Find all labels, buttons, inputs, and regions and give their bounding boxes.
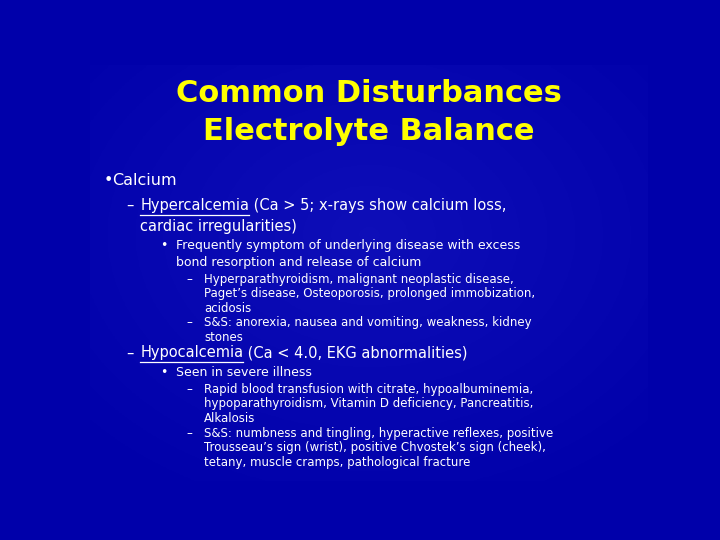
Text: stones: stones <box>204 331 243 344</box>
Text: –: – <box>186 273 192 286</box>
Text: Paget’s disease, Osteoporosis, prolonged immobization,: Paget’s disease, Osteoporosis, prolonged… <box>204 287 536 300</box>
Text: Hypocalcemia: Hypocalcemia <box>140 346 243 361</box>
Text: Common Disturbances: Common Disturbances <box>176 79 562 109</box>
Text: (Ca < 4.0, EKG abnormalities): (Ca < 4.0, EKG abnormalities) <box>243 346 468 361</box>
Text: tetany, muscle cramps, pathological fracture: tetany, muscle cramps, pathological frac… <box>204 456 471 469</box>
Text: bond resorption and release of calcium: bond resorption and release of calcium <box>176 256 422 269</box>
Text: Electrolyte Balance: Electrolyte Balance <box>203 117 535 146</box>
Text: –: – <box>126 198 134 213</box>
Text: Hyperparathyroidism, malignant neoplastic disease,: Hyperparathyroidism, malignant neoplasti… <box>204 273 514 286</box>
Text: –: – <box>186 383 192 396</box>
Text: S&S: numbness and tingling, hyperactive reflexes, positive: S&S: numbness and tingling, hyperactive … <box>204 427 554 440</box>
Text: Rapid blood transfusion with citrate, hypoalbuminemia,: Rapid blood transfusion with citrate, hy… <box>204 383 534 396</box>
Text: •: • <box>104 173 113 188</box>
Text: •: • <box>160 239 167 252</box>
Text: •: • <box>160 366 167 379</box>
Text: Seen in severe illness: Seen in severe illness <box>176 366 312 379</box>
Text: –: – <box>186 316 192 329</box>
Text: cardiac irregularities): cardiac irregularities) <box>140 219 297 234</box>
Text: Hypercalcemia: Hypercalcemia <box>140 198 249 213</box>
Text: Alkalosis: Alkalosis <box>204 412 256 425</box>
Text: Trousseau’s sign (wrist), positive Chvostek’s sign (cheek),: Trousseau’s sign (wrist), positive Chvos… <box>204 441 546 454</box>
Text: –: – <box>126 346 134 361</box>
Text: –: – <box>186 427 192 440</box>
Text: Calcium: Calcium <box>112 173 177 188</box>
Text: acidosis: acidosis <box>204 302 252 315</box>
Text: Frequently symptom of underlying disease with excess: Frequently symptom of underlying disease… <box>176 239 521 252</box>
Text: S&S: anorexia, nausea and vomiting, weakness, kidney: S&S: anorexia, nausea and vomiting, weak… <box>204 316 532 329</box>
Text: (Ca > 5; x-rays show calcium loss,: (Ca > 5; x-rays show calcium loss, <box>249 198 507 213</box>
Text: hypoparathyroidism, Vitamin D deficiency, Pancreatitis,: hypoparathyroidism, Vitamin D deficiency… <box>204 397 534 410</box>
